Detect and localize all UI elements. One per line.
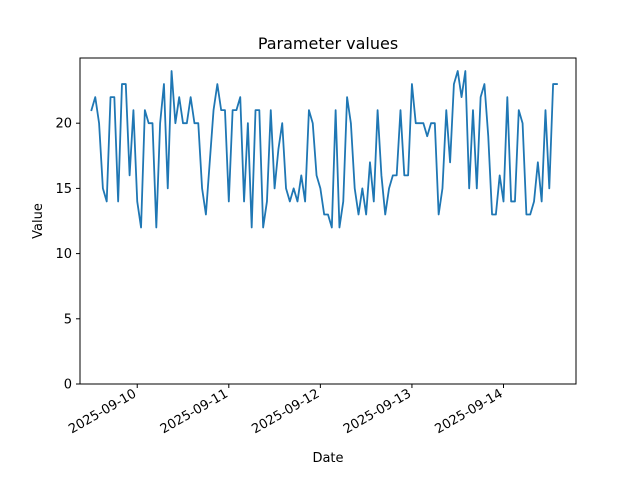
y-axis: 0 5 10 15 20 bbox=[55, 117, 80, 393]
y-tick-label: 15 bbox=[55, 182, 72, 197]
y-tick-label: 20 bbox=[55, 117, 72, 132]
y-axis-label: Value bbox=[31, 203, 46, 239]
y-tick-label: 0 bbox=[64, 378, 72, 393]
plot-frame bbox=[79, 57, 577, 385]
series-layer bbox=[90, 70, 558, 229]
chart-title: Parameter values bbox=[258, 34, 398, 53]
x-axis-label: Date bbox=[312, 451, 343, 466]
series-line-0 bbox=[90, 70, 558, 229]
y-tick-label: 5 bbox=[64, 312, 72, 327]
y-tick-label: 10 bbox=[55, 247, 72, 262]
plot-area bbox=[80, 58, 576, 384]
